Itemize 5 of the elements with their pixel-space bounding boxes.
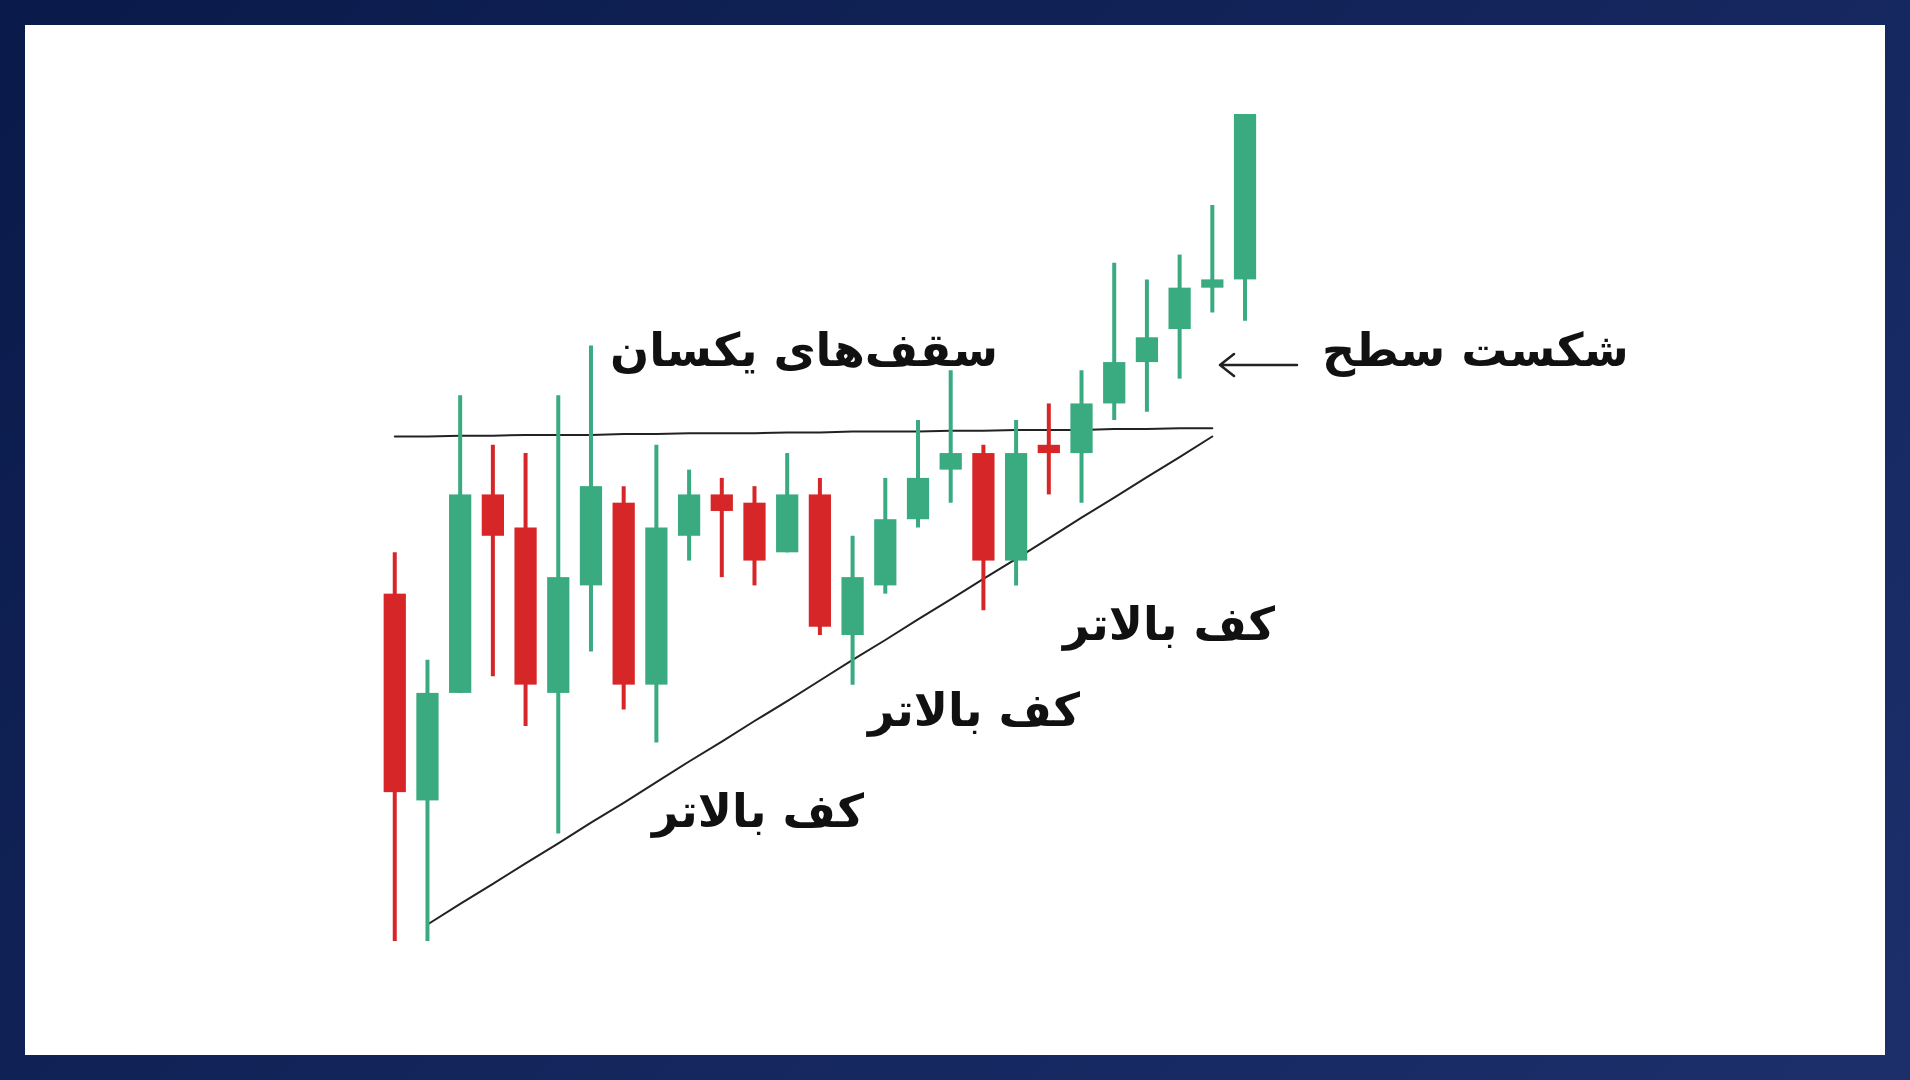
- annotation: شکست سطح: [1322, 322, 1629, 377]
- annotation: کف بالاتر: [651, 783, 865, 838]
- annotation: کف بالاتر: [1062, 596, 1276, 651]
- annotation: کف بالاتر: [867, 682, 1081, 737]
- annotation: سقف‌های یکسان: [610, 322, 998, 377]
